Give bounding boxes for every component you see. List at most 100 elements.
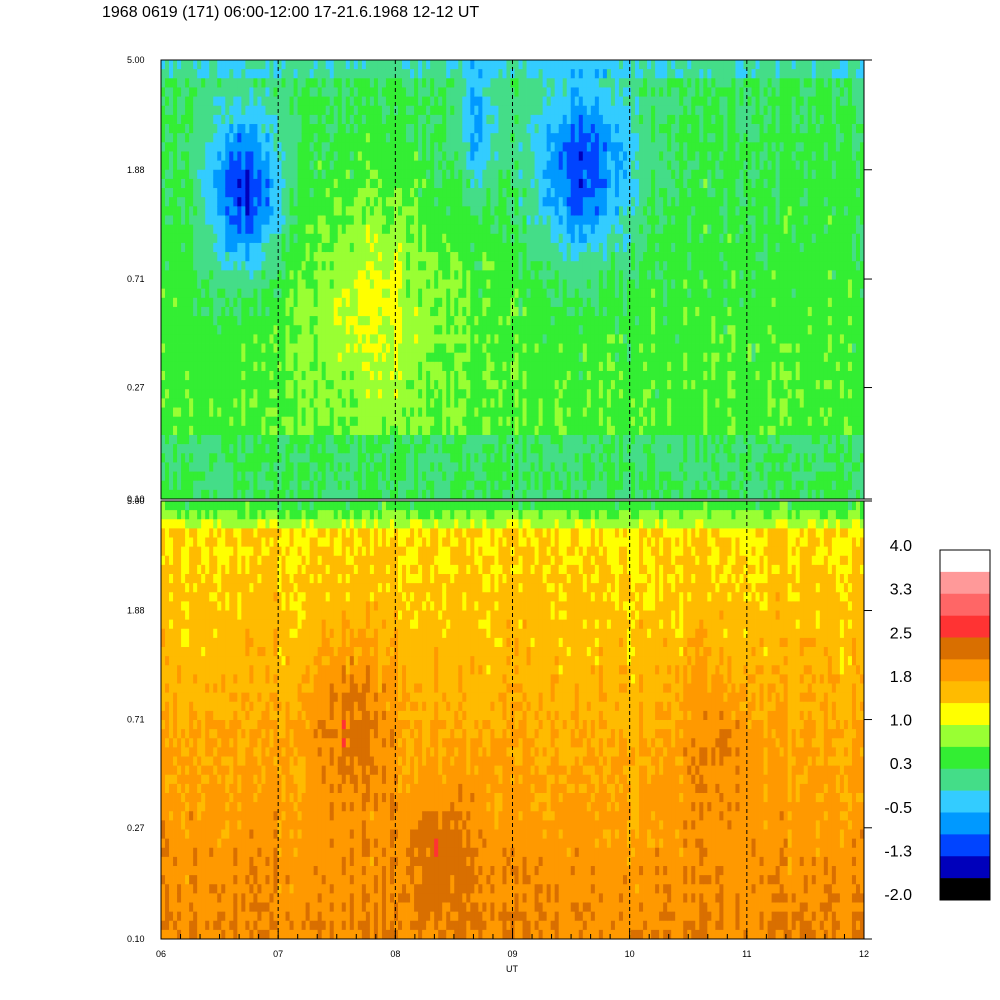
heatmap-cell	[542, 60, 548, 70]
heatmap-cell	[321, 69, 327, 79]
heatmap-cell	[341, 69, 347, 79]
heatmap-cell	[321, 124, 327, 134]
heatmap-cell	[341, 306, 347, 317]
heatmap-cell	[546, 151, 552, 162]
heatmap-cell	[301, 407, 307, 418]
heatmap-cell	[502, 453, 507, 463]
heatmap-cell	[289, 444, 294, 454]
heatmap-cell	[225, 242, 230, 253]
heatmap-cell	[353, 306, 359, 317]
heatmap-cell	[446, 151, 451, 162]
heatmap-cell	[177, 471, 182, 482]
heatmap-cell	[249, 124, 254, 134]
heatmap-cell	[209, 124, 214, 134]
heatmap-cell	[462, 133, 467, 143]
heatmap-cell	[337, 169, 343, 180]
heatmap-cell	[365, 480, 371, 491]
heatmap-cell	[305, 471, 311, 482]
heatmap-cell	[165, 325, 170, 335]
heatmap-cell	[393, 389, 399, 399]
heatmap-cell	[185, 197, 190, 207]
heatmap-cell	[349, 160, 355, 171]
heatmap-cell	[458, 380, 463, 390]
heatmap-cell	[265, 389, 270, 399]
heatmap-cell	[550, 279, 556, 290]
heatmap-cell	[446, 416, 451, 427]
heatmap-cell	[494, 425, 499, 436]
heatmap-cell	[169, 233, 174, 244]
heatmap-cell	[333, 233, 339, 244]
heatmap-cell	[514, 114, 519, 125]
heatmap-cell	[337, 151, 343, 162]
heatmap-cell	[345, 124, 351, 134]
heatmap-cell	[398, 398, 403, 408]
heatmap-cell	[434, 471, 439, 482]
heatmap-cell	[554, 398, 560, 408]
heatmap-cell	[442, 325, 447, 335]
heatmap-cell	[261, 242, 266, 253]
heatmap-cell	[430, 444, 435, 454]
heatmap-cell	[265, 60, 270, 70]
heatmap-cell	[209, 252, 214, 262]
heatmap-cell	[406, 224, 411, 235]
heatmap-cell	[478, 297, 483, 308]
heatmap-cell	[305, 380, 311, 390]
heatmap-cell	[446, 434, 451, 445]
heatmap-cell	[173, 252, 178, 262]
heatmap-cell	[309, 87, 315, 97]
heatmap-cell	[558, 279, 564, 290]
heatmap-cell	[422, 462, 427, 472]
heatmap-cell	[337, 233, 343, 244]
heatmap-cell	[325, 270, 331, 280]
heatmap-cell	[554, 352, 560, 363]
heatmap-cell	[357, 197, 363, 207]
heatmap-cell	[165, 78, 170, 88]
heatmap-cell	[402, 453, 407, 463]
heatmap-cell	[438, 124, 443, 134]
heatmap-cell	[257, 380, 262, 390]
heatmap-cell	[522, 316, 527, 326]
heatmap-cell	[377, 434, 383, 445]
heatmap-cell	[474, 169, 479, 180]
heatmap-cell	[321, 316, 327, 326]
heatmap-cell	[261, 297, 266, 308]
heatmap-cell	[502, 334, 507, 344]
heatmap-cell	[325, 380, 331, 390]
heatmap-cell	[257, 87, 262, 97]
heatmap-cell	[402, 114, 407, 125]
heatmap-cell	[558, 316, 564, 326]
heatmap-cell	[305, 480, 311, 491]
heatmap-cell	[361, 69, 367, 79]
heatmap-cell	[365, 96, 371, 107]
heatmap-cell	[482, 361, 487, 372]
heatmap-cell	[494, 233, 499, 244]
heatmap-cell	[161, 197, 166, 207]
heatmap-cell	[558, 306, 564, 317]
heatmap-cell	[466, 316, 471, 326]
heatmap-cell	[233, 325, 238, 335]
heatmap-cell	[321, 325, 327, 335]
heatmap-cell	[177, 224, 182, 235]
heatmap-cell	[518, 188, 523, 198]
heatmap-cell	[462, 489, 467, 500]
heatmap-cell	[357, 453, 363, 463]
heatmap-cell	[341, 489, 347, 500]
heatmap-cell	[341, 178, 347, 189]
heatmap-cell	[566, 489, 572, 500]
heatmap-cell	[462, 224, 467, 235]
heatmap-cell	[550, 160, 556, 171]
heatmap-cell	[558, 462, 564, 472]
heatmap-cell	[185, 252, 190, 262]
heatmap-cell	[426, 124, 431, 134]
heatmap-cell	[486, 297, 491, 308]
heatmap-cell	[277, 124, 282, 134]
heatmap-cell	[349, 416, 355, 427]
heatmap-cell	[313, 398, 319, 408]
heatmap-cell	[325, 133, 331, 143]
heatmap-cell	[506, 69, 511, 79]
heatmap-cell	[293, 453, 298, 463]
heatmap-cell	[369, 462, 375, 472]
heatmap-cell	[482, 215, 487, 226]
heatmap-cell	[305, 334, 311, 344]
heatmap-cell	[209, 242, 214, 253]
